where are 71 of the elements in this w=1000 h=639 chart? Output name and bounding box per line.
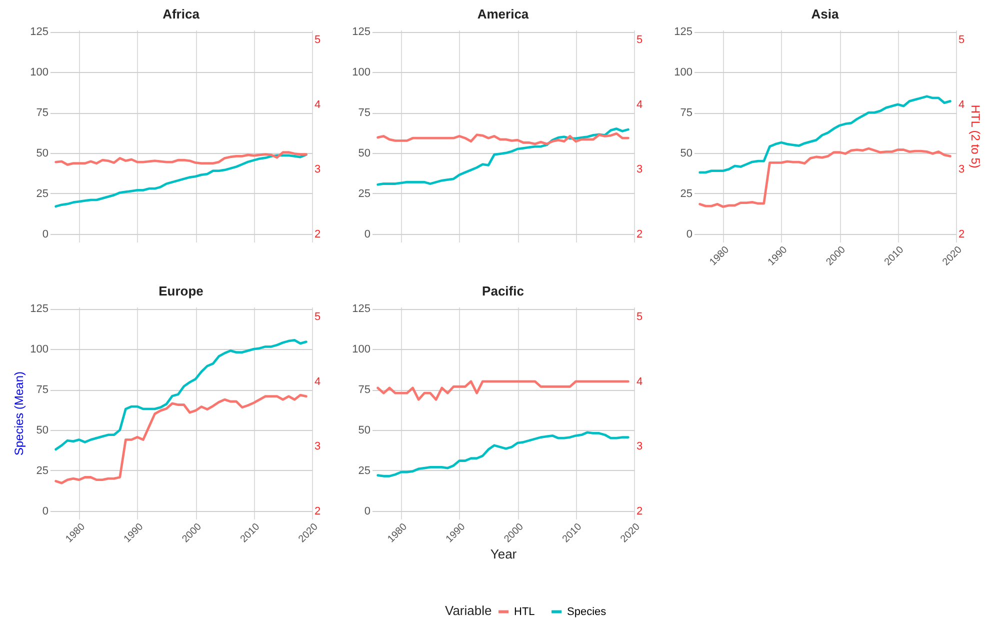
y-tick-label: 125 — [352, 303, 370, 316]
y2-tick-label: 4 — [636, 376, 643, 388]
y-tick-label: 0 — [42, 505, 48, 518]
y2-tick-label: 2 — [314, 505, 321, 518]
y2-tick-label: 2 — [636, 505, 643, 518]
y2-tick-label: 5 — [636, 34, 643, 46]
chart-title: America — [477, 6, 530, 22]
y2-tick-label: 3 — [314, 440, 321, 453]
chart-title: Europe — [158, 284, 204, 299]
legend-label: HTL — [514, 606, 535, 618]
x-axis-title: Year — [490, 546, 518, 562]
y-tick-label: 50 — [358, 147, 370, 160]
y2-tick-label: 2 — [314, 228, 321, 240]
y-tick-label: 25 — [36, 464, 48, 477]
y-tick-label: 0 — [364, 228, 370, 240]
y-tick-label: 100 — [30, 344, 48, 356]
legend-label: Species — [567, 606, 607, 618]
y2-tick-label: 5 — [314, 34, 321, 46]
y-tick-label: 75 — [358, 384, 370, 396]
y-tick-label: 25 — [36, 188, 48, 200]
line-series — [376, 431, 630, 478]
line-series — [54, 153, 308, 208]
y-tick-label: 50 — [680, 147, 692, 160]
y-tick-label: 0 — [686, 228, 692, 240]
y2-tick-label: 3 — [636, 164, 643, 176]
y-tick-label: 125 — [352, 26, 370, 38]
y-axis-title: Species (Mean) — [12, 371, 26, 456]
y2-tick-label: 4 — [314, 98, 321, 111]
y-tick-label: 25 — [680, 188, 692, 200]
y-tick-label: 100 — [30, 66, 48, 79]
y-tick-label: 100 — [352, 344, 370, 356]
y-tick-label: 25 — [358, 188, 370, 200]
y2-tick-label: 5 — [958, 34, 965, 46]
y-tick-label: 125 — [30, 26, 48, 38]
y2-tick-label: 2 — [958, 228, 965, 240]
chart-title: Africa — [162, 6, 200, 22]
y-tick-label: 75 — [36, 384, 48, 396]
legend-title: Variable — [445, 603, 492, 618]
y-tick-label: 25 — [358, 464, 370, 477]
y-tick-label: 75 — [680, 107, 692, 120]
line-series — [54, 338, 308, 451]
y2-tick-label: 3 — [314, 164, 321, 176]
chart-title: Pacific — [482, 284, 524, 299]
y2-tick-label: 5 — [314, 311, 321, 324]
y2-tick-label: 5 — [636, 311, 643, 324]
y-tick-label: 75 — [358, 107, 370, 120]
y-tick-label: 50 — [36, 424, 48, 436]
y-tick-label: 125 — [30, 303, 48, 316]
chart-title: Asia — [811, 6, 840, 22]
y2-tick-label: 4 — [636, 98, 643, 111]
line-series — [698, 147, 952, 208]
line-series — [54, 151, 308, 166]
line-series — [376, 132, 630, 146]
line-series — [698, 95, 952, 174]
y-tick-label: 100 — [352, 66, 370, 79]
y-tick-label: 75 — [36, 107, 48, 120]
y2-tick-label: 3 — [958, 164, 965, 176]
line-series — [376, 380, 630, 401]
line-series — [54, 394, 308, 484]
y-tick-label: 0 — [42, 228, 48, 240]
y-tick-label: 50 — [358, 424, 370, 436]
line-series — [376, 128, 630, 186]
y2-tick-label: 3 — [636, 440, 643, 453]
y2-tick-label: 2 — [636, 228, 643, 240]
y2-axis-title: HTL (2 to 5) — [968, 104, 983, 168]
y-tick-label: 50 — [36, 147, 48, 160]
y-tick-label: 125 — [674, 26, 692, 38]
y-tick-label: 100 — [674, 66, 692, 79]
y2-tick-label: 4 — [958, 98, 965, 111]
y2-tick-label: 4 — [314, 376, 321, 388]
y-tick-label: 0 — [364, 505, 370, 518]
